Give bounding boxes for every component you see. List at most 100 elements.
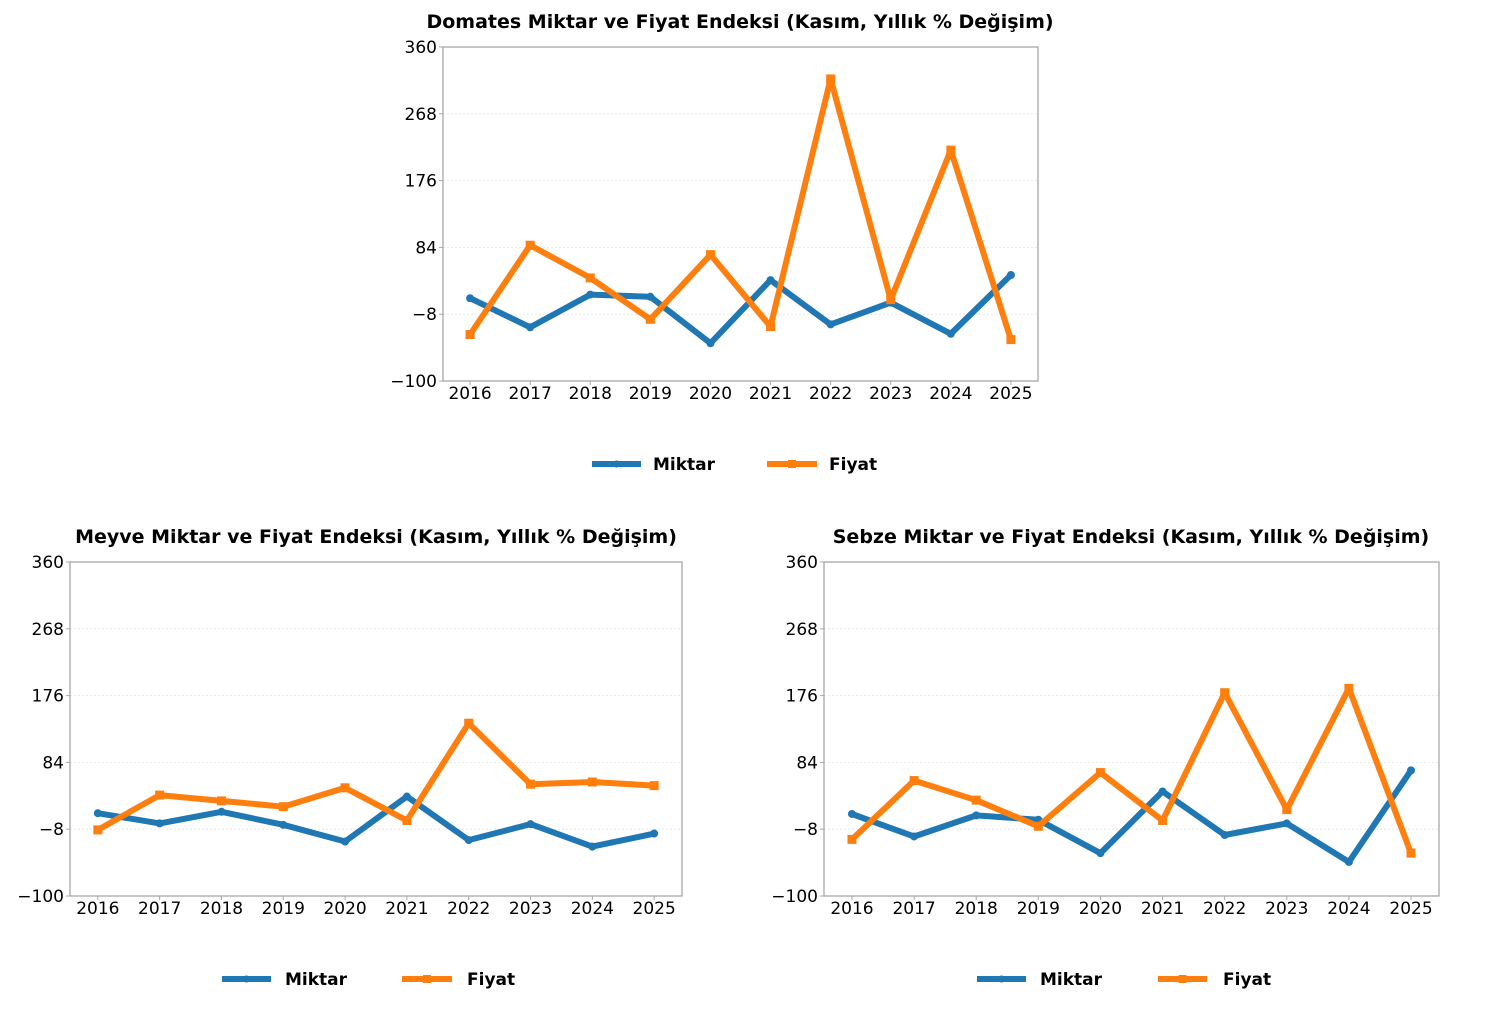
data-point-miktar — [847, 809, 856, 818]
data-point-fiyat — [705, 250, 715, 260]
series-line-miktar — [467, 272, 1014, 347]
data-point-miktar — [910, 832, 919, 841]
data-point-miktar — [766, 276, 775, 285]
x-tick-label: 2022 — [1203, 899, 1246, 919]
series-line-fiyat — [94, 720, 658, 833]
chart-title: Sebze Miktar ve Fiyat Endeksi (Kasım, Yı… — [833, 526, 1430, 548]
x-tick-label: 2018 — [569, 384, 612, 404]
legend-label-fiyat: Fiyat — [467, 970, 515, 990]
data-point-miktar — [646, 292, 655, 301]
data-point-fiyat — [93, 825, 103, 835]
data-point-miktar — [93, 809, 102, 818]
data-point-miktar — [402, 792, 411, 801]
data-point-fiyat — [1406, 848, 1416, 858]
data-point-fiyat — [645, 314, 655, 324]
data-point-fiyat — [402, 815, 412, 825]
legend-label-fiyat: Fiyat — [829, 455, 877, 475]
data-point-fiyat — [1282, 805, 1292, 815]
legend-label-fiyat: Fiyat — [1223, 970, 1271, 990]
x-tick-label: 2016 — [448, 384, 491, 404]
x-tick-label: 2017 — [509, 384, 552, 404]
data-point-fiyat — [155, 790, 165, 800]
y-tick-label: −100 — [390, 372, 437, 392]
chart-panel-2: Sebze Miktar ve Fiyat Endeksi (Kasım, Yı… — [771, 526, 1440, 990]
x-tick-label: 2023 — [1265, 899, 1308, 919]
x-tick-label: 2018 — [955, 899, 998, 919]
chart-panel-1: Meyve Miktar ve Fiyat Endeksi (Kasım, Yı… — [17, 526, 683, 990]
legend-marker — [423, 975, 431, 983]
x-tick-label: 2019 — [629, 384, 672, 404]
data-point-miktar — [588, 842, 597, 851]
x-tick-label: 2022 — [447, 899, 490, 919]
legend-marker — [243, 975, 250, 983]
y-tick-label: 84 — [796, 753, 818, 773]
data-point-miktar — [526, 820, 535, 829]
y-tick-label: 84 — [415, 238, 437, 258]
legend-marker — [1178, 975, 1187, 983]
x-tick-label: 2024 — [571, 899, 614, 919]
x-tick-label: 2025 — [633, 899, 676, 919]
data-point-fiyat — [1220, 688, 1230, 698]
data-point-fiyat — [946, 145, 956, 155]
legend-marker — [613, 460, 620, 468]
data-point-miktar — [217, 807, 226, 816]
data-point-miktar — [279, 820, 288, 829]
series-line-miktar — [849, 767, 1414, 865]
data-point-miktar — [586, 290, 595, 299]
data-point-miktar — [1096, 849, 1105, 858]
data-point-miktar — [650, 829, 659, 838]
x-tick-label: 2023 — [509, 899, 552, 919]
x-tick-label: 2016 — [76, 899, 119, 919]
x-tick-label: 2024 — [929, 384, 972, 404]
x-tick-label: 2020 — [689, 384, 732, 404]
plot-frame — [442, 46, 1039, 382]
data-point-fiyat — [909, 776, 919, 786]
y-tick-label: −8 — [793, 820, 818, 840]
x-tick-label: 2023 — [869, 384, 912, 404]
y-tick-label: 176 — [786, 687, 818, 707]
x-tick-label: 2025 — [1389, 899, 1432, 919]
y-tick-label: 176 — [405, 172, 437, 192]
data-point-fiyat — [1158, 815, 1168, 825]
data-point-fiyat — [1033, 821, 1043, 831]
data-point-fiyat — [971, 795, 981, 805]
series-line-fiyat — [849, 685, 1414, 857]
plot-frame — [69, 561, 683, 897]
data-point-miktar — [706, 339, 715, 348]
x-tick-label: 2017 — [892, 899, 935, 919]
x-tick-label: 2021 — [749, 384, 792, 404]
data-point-miktar — [1282, 819, 1291, 828]
data-point-fiyat — [585, 273, 595, 283]
y-tick-label: 84 — [42, 753, 64, 773]
y-tick-label: −8 — [39, 820, 64, 840]
y-tick-label: −100 — [771, 887, 818, 907]
data-point-fiyat — [465, 330, 475, 340]
data-point-miktar — [972, 811, 981, 820]
legend: Miktar Fiyat — [977, 970, 1271, 990]
data-point-miktar — [464, 836, 473, 845]
data-point-fiyat — [464, 718, 474, 728]
legend-marker — [998, 975, 1005, 983]
chart-title: Meyve Miktar ve Fiyat Endeksi (Kasım, Yı… — [75, 526, 677, 548]
data-point-miktar — [1407, 766, 1416, 775]
y-tick-label: 176 — [32, 687, 64, 707]
y-tick-label: 268 — [405, 105, 437, 125]
legend: Miktar Fiyat — [592, 455, 877, 475]
data-point-miktar — [1006, 270, 1015, 279]
data-point-fiyat — [216, 796, 226, 806]
data-point-fiyat — [526, 779, 536, 789]
data-point-miktar — [826, 320, 835, 329]
plot-frame — [823, 561, 1440, 897]
x-tick-label: 2022 — [809, 384, 852, 404]
data-point-fiyat — [649, 781, 659, 791]
data-point-miktar — [341, 837, 350, 846]
legend-label-miktar: Miktar — [653, 455, 716, 475]
y-tick-label: −8 — [412, 305, 437, 325]
x-tick-label: 2017 — [138, 899, 181, 919]
x-tick-label: 2019 — [1017, 899, 1060, 919]
series-line-miktar — [94, 793, 658, 850]
legend-label-miktar: Miktar — [285, 970, 348, 990]
y-tick-label: 360 — [786, 553, 818, 573]
legend: Miktar Fiyat — [222, 970, 515, 990]
